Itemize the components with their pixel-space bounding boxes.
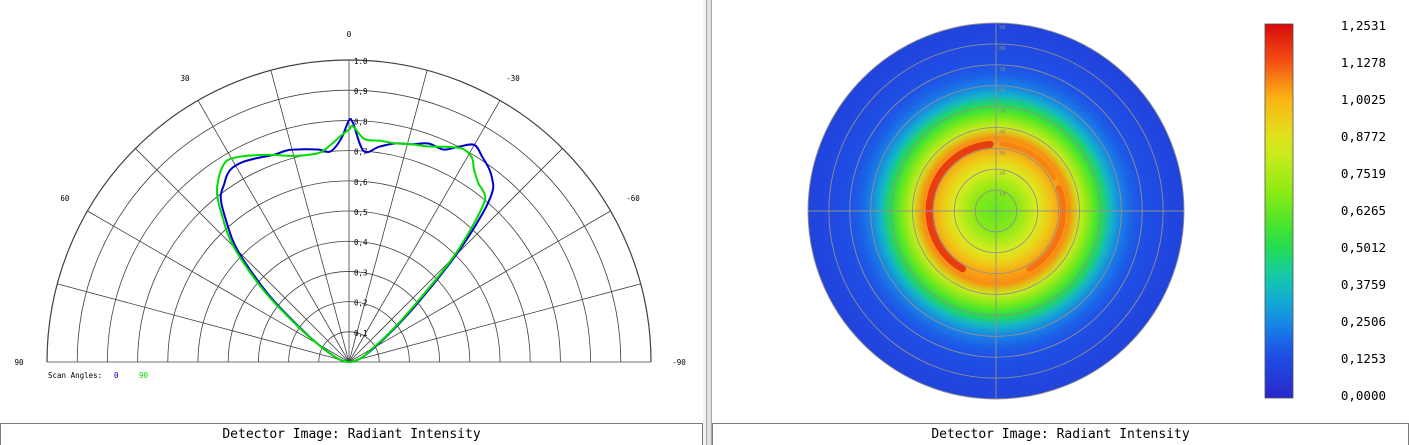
hot-ring-arc [1026, 185, 1066, 272]
colorbar-gradient [1264, 23, 1294, 399]
colorbar-labels: 1,2531 1,1278 1,0025 0,8772 0,7519 0,6265 0,50… [1341, 18, 1386, 403]
colorbar-label: 0,3759 [1341, 277, 1386, 292]
heatmap-radial-tick: 10 [999, 192, 1006, 198]
colorbar-label: 0,7519 [1341, 166, 1386, 181]
radial-tick-label: 0,5 [354, 208, 368, 217]
polar-grid-spoke [87, 210, 350, 363]
polar-series [215, 117, 495, 363]
heatmap-radial-tick: 30 [999, 150, 1006, 156]
angle-tick-label: 30 [180, 74, 190, 83]
polar-grid-spoke [135, 148, 350, 363]
angle-tick-label: 60 [60, 194, 70, 203]
polar-grid-spoke [270, 70, 350, 363]
colorbar-label: 0,1253 [1341, 351, 1386, 366]
heatmap-radial-tick: 70 [999, 67, 1006, 73]
polar-grid-spoke [197, 100, 350, 363]
status-bar-left: Detector Image: Radiant Intensity [0, 423, 703, 445]
detector-image-pane: 10 20 30 40 50 60 70 80 90 1,2531 1,1278 1,0025 0,8… [712, 0, 1409, 423]
legend-entry-90: 90 [139, 371, 149, 380]
series-line-90 [215, 125, 487, 363]
radial-tick-label: 0,2 [354, 299, 368, 308]
legend-label: Scan Angles: [48, 371, 102, 380]
scan-angles-legend: Scan Angles: 0 90 [48, 371, 149, 380]
colorbar [1264, 23, 1294, 399]
polar-grid-spoke [348, 283, 641, 363]
heatmap-radial-tick: 20 [999, 171, 1006, 177]
radial-tick-label: 0,7 [354, 148, 368, 157]
angle-tick-labels: 0 30 -30 60 -60 90 -90 [14, 30, 686, 367]
radial-tick-label: 0,8 [354, 117, 368, 126]
radial-tick-label: 0,9 [354, 87, 368, 96]
polar-grid-spoke [57, 283, 350, 363]
polar-grid-spoke [348, 210, 611, 363]
colorbar-label: 0,2506 [1341, 314, 1386, 329]
colorbar-label: 0,0000 [1341, 388, 1386, 403]
radial-tick-labels: 0,1 0,2 0,3 0,4 0,5 0,6 0,7 0,8 0,9 1.0 [354, 57, 368, 338]
radial-tick-label: 0,6 [354, 178, 368, 187]
colorbar-label: 1,1278 [1341, 55, 1386, 70]
polar-grid-spoke [348, 70, 428, 363]
hot-ring-arc [999, 141, 1057, 181]
colorbar-label: 0,8772 [1341, 129, 1386, 144]
heatmap-radial-tick: 50 [999, 109, 1006, 115]
angle-tick-label: 0 [347, 30, 352, 39]
status-bar-right: Detector Image: Radiant Intensity [712, 423, 1409, 445]
series-line-0 [219, 117, 495, 363]
hot-ring-arc [925, 140, 994, 273]
polar-intensity-plot: 0,1 0,2 0,3 0,4 0,5 0,6 0,7 0,8 0,9 1.0 0 30 -30 60 -… [14, 30, 686, 380]
angle-tick-label: -30 [506, 74, 520, 83]
heatmap-polar-grid [807, 22, 1185, 400]
heatmap-radial-tick: 40 [999, 129, 1006, 135]
colorbar-label: 1,2531 [1341, 18, 1386, 33]
angle-tick-label: 90 [14, 358, 24, 367]
radial-tick-label: 0,3 [354, 268, 368, 277]
heatmap-radial-tick: 60 [999, 88, 1006, 94]
heatmap-radial-ticks: 10 20 30 40 50 60 70 80 90 [999, 25, 1006, 198]
detector-heatmap: 10 20 30 40 50 60 70 80 90 1,2531 1,1278 1,0025 0,8… [807, 18, 1386, 403]
angle-tick-label: -60 [626, 194, 640, 203]
colorbar-label: 0,5012 [1341, 240, 1386, 255]
radial-tick-label: 0,1 [354, 329, 368, 338]
radial-tick-label: 0,4 [354, 238, 368, 247]
legend-entry-0: 0 [114, 371, 119, 380]
pane-splitter[interactable] [703, 0, 712, 445]
polar-plot-pane: 0,1 0,2 0,3 0,4 0,5 0,6 0,7 0,8 0,9 1.0 0 30 -30 60 -… [0, 0, 703, 423]
colorbar-label: 1,0025 [1341, 92, 1386, 107]
colorbar-label: 0,6265 [1341, 203, 1386, 218]
radial-tick-label: 1.0 [354, 57, 368, 66]
heatmap-radial-tick: 90 [999, 25, 1006, 31]
heatmap-radial-tick: 80 [999, 46, 1006, 52]
angle-tick-label: -90 [672, 358, 686, 367]
polar-grid-spoke [348, 100, 501, 363]
polar-grid [46, 59, 652, 363]
